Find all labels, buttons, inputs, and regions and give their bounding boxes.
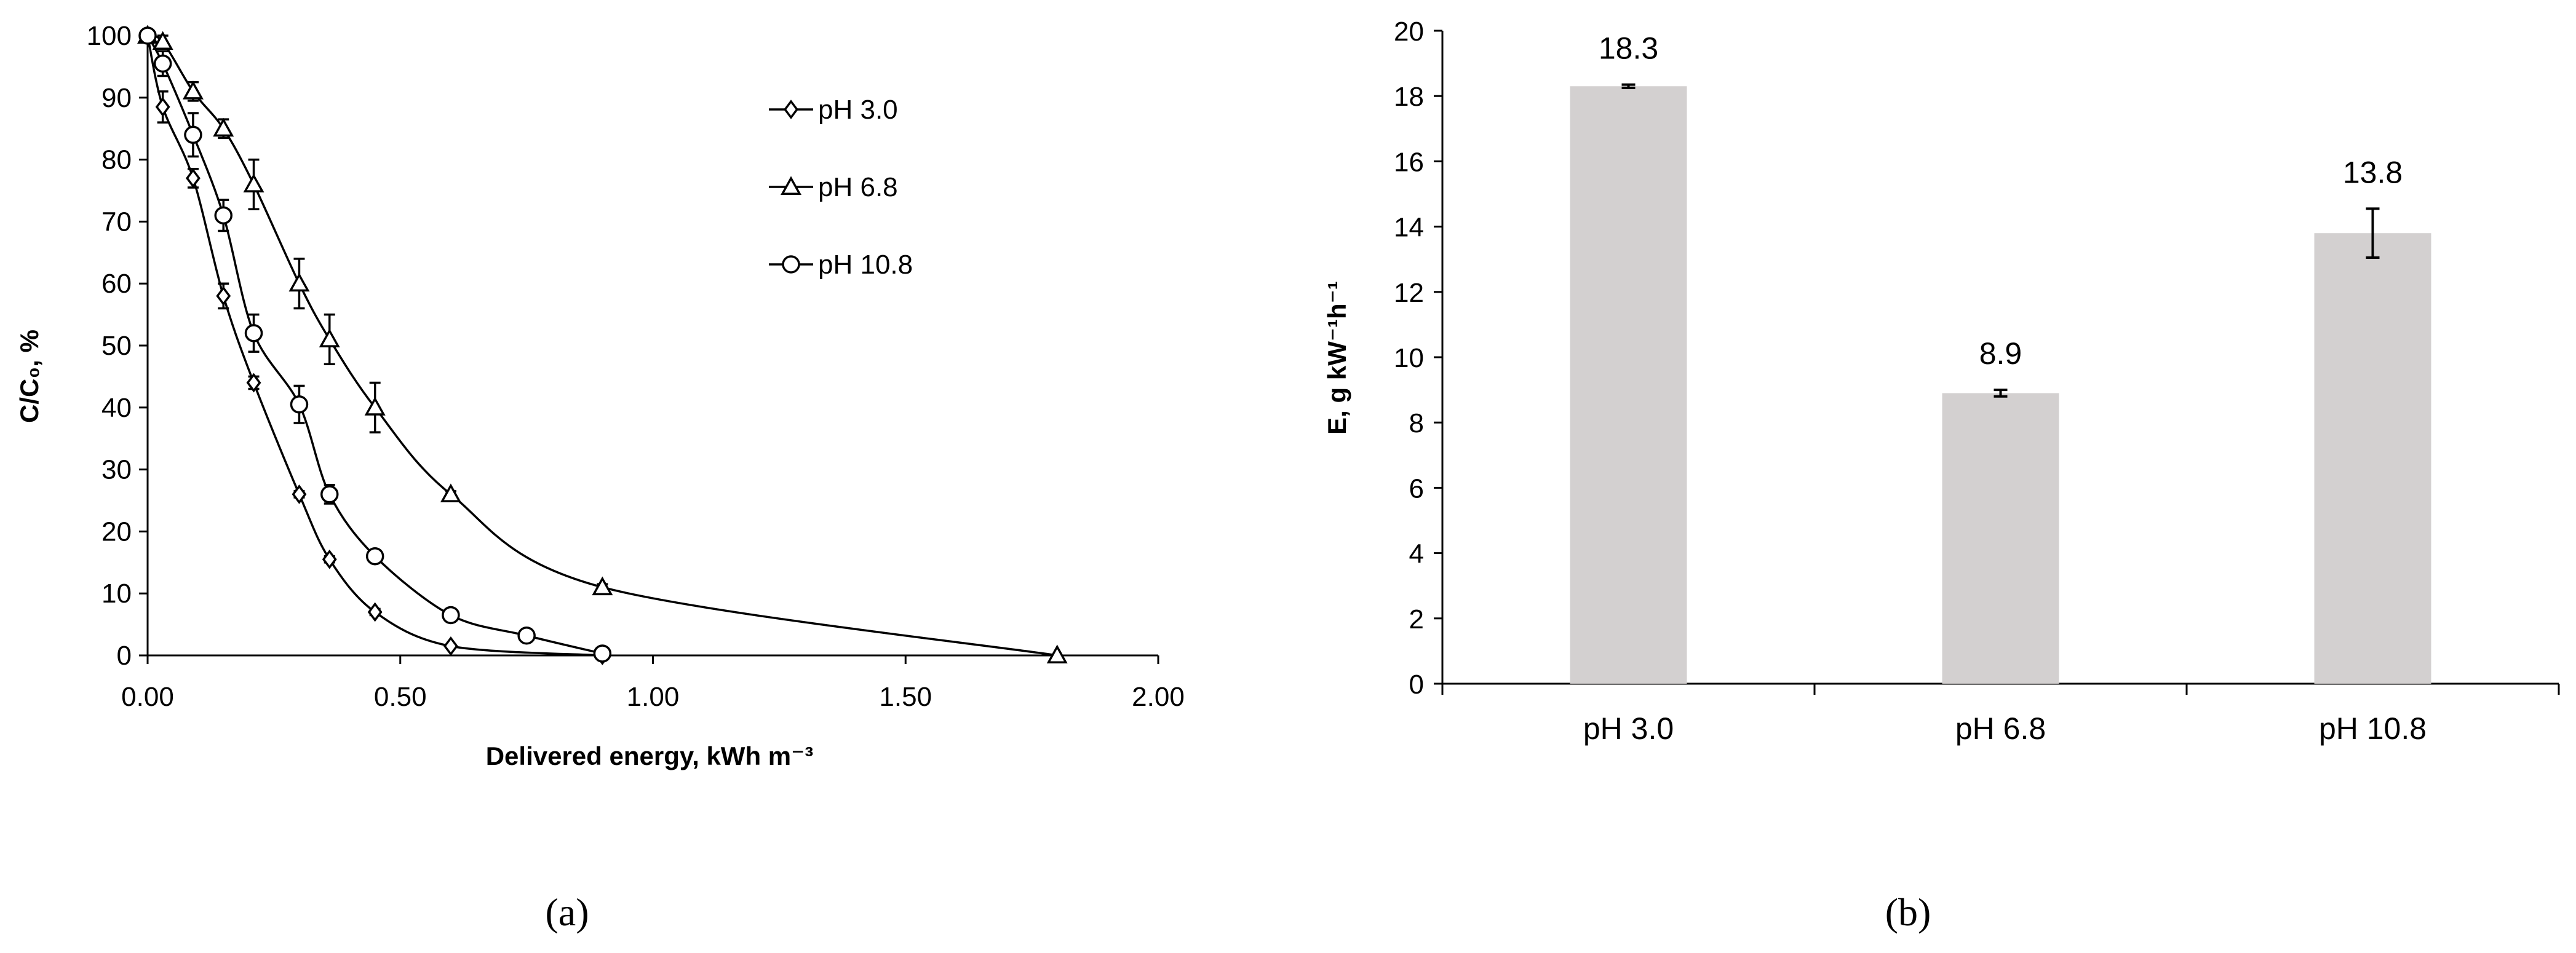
legend-label: pH 10.8	[818, 250, 913, 280]
legend-entry: pH 3.0	[769, 95, 898, 125]
y-tick-label-a: 90	[101, 83, 132, 113]
y-tick-label-b: 8	[1409, 408, 1424, 438]
y-axis-title-a: C/C₀, %	[15, 330, 44, 423]
data-point	[214, 206, 233, 225]
legend-entry: pH 10.8	[769, 250, 913, 280]
panel-label-a: (a)	[545, 890, 589, 934]
series-group-a	[137, 25, 1068, 665]
y-tick-label-a: 50	[101, 331, 132, 361]
series-circle	[138, 26, 612, 663]
y-tick-label-b: 14	[1394, 213, 1424, 243]
data-point	[322, 549, 337, 569]
y-tick-label-a: 30	[101, 455, 132, 485]
y-tick-label-a: 60	[101, 269, 132, 299]
data-point	[367, 602, 383, 622]
data-point	[319, 328, 340, 347]
data-point	[593, 644, 612, 663]
y-tick-label-b: 0	[1409, 670, 1424, 700]
y-tick-label-b: 4	[1409, 539, 1424, 569]
x-axis-title-a: Delivered energy, kWh m⁻³	[486, 741, 814, 770]
y-tick-label-a: 40	[101, 393, 132, 423]
bars-group-b: 18.3 pH 3.0 8.9 pH 6.8 13.8 pH 10.8	[1570, 31, 2431, 746]
data-point	[292, 484, 307, 504]
y-tick-label-a: 80	[101, 145, 132, 175]
legend-label: pH 6.8	[818, 172, 898, 202]
data-point	[290, 395, 309, 414]
series-line	[146, 35, 603, 657]
data-point	[364, 397, 386, 416]
y-tick-label-a: 100	[87, 21, 132, 51]
line-chart-panel-a: 0.00 0.50 1.00 1.50 2.00 0 10 20 30 40 50 60 70 80 90 1…	[15, 21, 1185, 934]
data-point	[592, 576, 613, 596]
y-tick-label-a: 10	[101, 579, 132, 609]
data-point	[216, 286, 231, 306]
x-tick-label-a: 0.00	[121, 682, 174, 712]
category-label: pH 10.8	[2319, 711, 2427, 746]
legend-label: pH 3.0	[818, 95, 898, 125]
x-tick-label-a: 2.00	[1132, 682, 1185, 712]
data-point	[185, 168, 201, 188]
y-tick-label-b: 10	[1394, 343, 1424, 373]
data-point	[443, 636, 458, 656]
data-point	[442, 606, 460, 625]
data-point	[1046, 644, 1068, 663]
data-point	[440, 483, 461, 502]
bar-value-label: 18.3	[1599, 31, 1658, 66]
x-tick-label-a: 0.50	[374, 682, 427, 712]
data-point	[288, 272, 310, 292]
category-label: pH 6.8	[1955, 711, 2046, 746]
series-line	[147, 34, 1057, 657]
bar	[1942, 393, 2059, 684]
series-diamond	[140, 26, 610, 665]
legend-a: pH 3.0 pH 6.8 pH 10.8	[769, 95, 913, 280]
data-point	[246, 373, 261, 393]
y-tick-label-a: 20	[101, 516, 132, 547]
data-point	[244, 324, 263, 342]
bar-value-label: 13.8	[2343, 155, 2403, 189]
data-point	[155, 97, 170, 117]
category-label: pH 3.0	[1583, 711, 1674, 746]
legend-marker	[781, 176, 801, 195]
y-tick-label-b: 16	[1394, 147, 1424, 177]
data-point	[184, 125, 202, 144]
bar-chart-panel-b: 0 2 4 6 8 10 12 14 16 18 20 18.3 pH 3.0 8.9 pH 6.8 13.…	[1322, 17, 2560, 934]
data-point	[153, 54, 172, 73]
data-point	[243, 173, 264, 192]
series-triangle	[137, 25, 1068, 663]
legend-marker	[782, 255, 800, 274]
bar-value-label: 8.9	[1979, 336, 2022, 371]
data-point	[320, 485, 339, 504]
x-tick-label-a: 1.50	[879, 682, 932, 712]
data-point	[152, 31, 173, 50]
y-tick-label-a: 70	[101, 207, 132, 237]
legend-marker	[784, 100, 798, 119]
data-point	[365, 547, 384, 566]
axes-a	[146, 36, 1158, 657]
tick-labels-a: 0.00 0.50 1.00 1.50 2.00 0 10 20 30 40 50 60 70 80 90 1…	[87, 21, 1185, 712]
data-point	[213, 117, 234, 137]
y-tick-label-b: 2	[1409, 604, 1424, 635]
y-tick-label-b: 20	[1394, 17, 1424, 47]
panel-label-b: (b)	[1885, 890, 1931, 934]
x-tick-label-a: 1.00	[627, 682, 680, 712]
y-tick-label-b: 18	[1394, 82, 1424, 112]
data-point	[517, 626, 536, 645]
bar	[2314, 233, 2431, 684]
bar	[1570, 86, 1687, 684]
legend-entry: pH 6.8	[769, 172, 898, 202]
y-axis-title-b: E, g kW⁻¹h⁻¹	[1322, 281, 1351, 435]
data-point	[182, 81, 204, 100]
y-tick-label-b: 12	[1394, 278, 1424, 308]
y-tick-label-b: 6	[1409, 473, 1424, 504]
data-point	[138, 26, 157, 45]
y-tick-label-a: 0	[117, 641, 132, 671]
tick-labels-b: 0 2 4 6 8 10 12 14 16 18 20	[1394, 17, 2560, 700]
